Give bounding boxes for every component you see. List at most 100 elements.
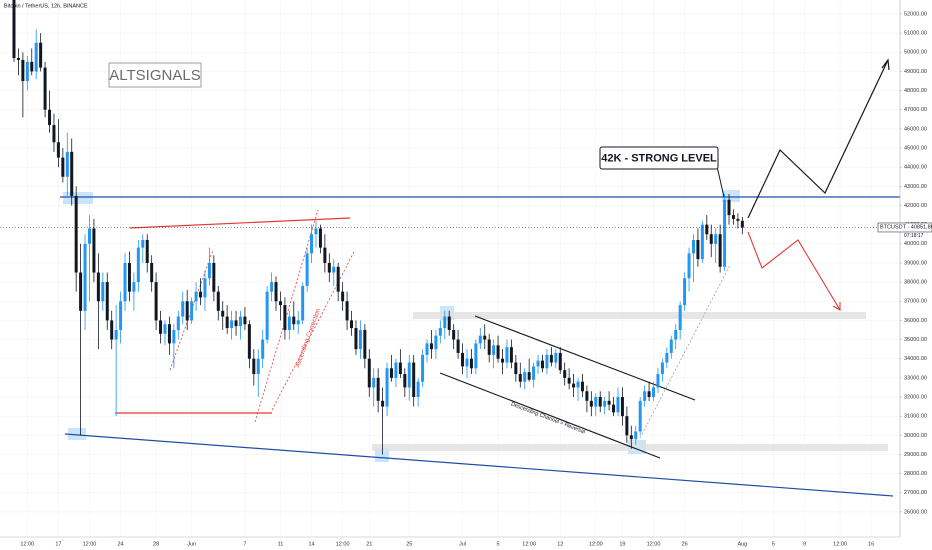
candle-body (620, 397, 624, 417)
y-tick-label: 30000.00 (904, 433, 927, 439)
candle-body (727, 199, 731, 216)
candle-body (110, 320, 114, 340)
x-tick-label: Jul (459, 541, 466, 547)
candle-body (656, 374, 660, 388)
candle-body (12, 0, 16, 59)
candle-body (452, 329, 456, 340)
candle-body (625, 416, 629, 436)
candle-body (323, 247, 327, 263)
candles (12, 0, 744, 455)
watermark-box (108, 62, 202, 88)
candle-body (203, 278, 207, 298)
y-tick-label: 48000.00 (904, 88, 927, 94)
arrow-head (832, 302, 841, 311)
candle-body (505, 347, 509, 363)
candle-body (714, 234, 718, 244)
candle-body (345, 301, 349, 321)
y-tick-label: 47000.00 (904, 107, 927, 113)
candle-body (403, 374, 407, 388)
candle-body (34, 42, 38, 72)
x-tick-label: 21 (366, 541, 372, 547)
candle-body (181, 301, 185, 317)
candle-body (514, 362, 518, 375)
y-tick-label: 43000.00 (904, 184, 927, 190)
price-tag-box (877, 222, 932, 233)
candle-body (48, 109, 52, 126)
candle-body (61, 157, 65, 177)
candle-body (105, 282, 109, 321)
y-tick-label: 38000.00 (904, 280, 927, 286)
y-tick-label: 32000.00 (904, 394, 927, 400)
candle-body (421, 354, 425, 382)
candle-body (603, 400, 607, 407)
callout-text: 42K - STRONG LEVEL (601, 152, 717, 164)
trend-line (64, 433, 894, 497)
candle-body (74, 195, 78, 273)
price-tag-text: BTCUSDT · 40851.86 (880, 225, 932, 231)
candle-body (185, 301, 189, 321)
candle-body (363, 329, 367, 359)
candle-body (474, 343, 478, 369)
y-tick-label: 50000.00 (904, 50, 927, 56)
candle-body (336, 266, 340, 292)
y-tick-label: 51000.00 (904, 31, 927, 37)
candle-body (132, 282, 136, 292)
candle-body (469, 358, 473, 369)
candle-body (554, 352, 558, 363)
candle-body (119, 301, 123, 330)
candle-body (136, 247, 140, 283)
x-tick-label: Aug (737, 541, 747, 547)
y-tick-label: 34000.00 (904, 356, 927, 362)
x-tick-label: 12:00 (336, 541, 350, 547)
x-tick-label: 25 (406, 541, 412, 547)
last-price: 40851.86 (911, 225, 932, 231)
x-tick-label: 24 (118, 541, 124, 547)
candle-body (678, 305, 682, 330)
x-tick-label: 12:00 (83, 541, 97, 547)
candle-body (398, 362, 402, 375)
y-tick-label: 39000.00 (904, 260, 927, 266)
candle-body (687, 253, 691, 279)
candle-body (96, 272, 100, 302)
range-top (129, 217, 351, 229)
candle-body (496, 345, 500, 359)
x-tick-label: 5 (772, 541, 775, 547)
y-tick-label: 31000.00 (904, 414, 927, 420)
candle-body (318, 228, 322, 248)
candle-body (341, 291, 345, 302)
candle-body (563, 370, 567, 378)
candle-body (127, 262, 131, 292)
candle-body (487, 339, 491, 355)
candle-body (221, 310, 225, 317)
candle-body (39, 42, 43, 68)
candle-body (740, 220, 744, 228)
candle-body (243, 316, 247, 325)
x-tick-label: 12 (557, 541, 563, 547)
dashed-line (254, 209, 319, 423)
candle-body (501, 358, 505, 363)
candle-body (443, 316, 447, 329)
callout-box (599, 146, 719, 170)
candle-body (145, 239, 149, 263)
candle-body (705, 224, 709, 235)
candle-body (634, 431, 638, 440)
bear-path (747, 231, 841, 311)
candle-body (731, 215, 735, 219)
y-tick-label: 35000.00 (904, 337, 927, 343)
support-zone (413, 312, 866, 319)
correction-lines (169, 209, 356, 423)
candle-body (425, 343, 429, 355)
candle-body (696, 239, 700, 260)
candle-body (647, 391, 651, 398)
x-tick-label: 12:00 (647, 541, 661, 547)
candle-body (718, 234, 722, 267)
candle-body (270, 282, 274, 292)
candle-body (332, 266, 336, 273)
candle-body (545, 354, 549, 369)
candle-body (301, 285, 305, 321)
dashed-line (169, 249, 214, 371)
axes: 52000.00 51000.00 50000.00 49000.00 48000.00… (20, 11, 927, 547)
candle-body (225, 316, 229, 329)
highlight (722, 190, 740, 202)
